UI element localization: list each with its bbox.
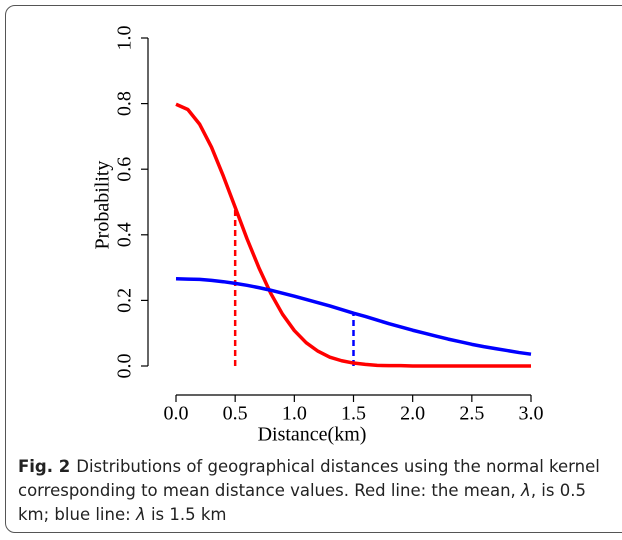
y-tick-label: 0.4 xyxy=(114,222,136,247)
x-tick-label: 2.0 xyxy=(400,403,425,425)
chart: Distance(km) Probability 0.0 0.5 1.0 1.5 2.0… xyxy=(92,26,544,446)
line-series xyxy=(175,277,532,356)
x-tick-label: 0.5 xyxy=(223,403,248,425)
x-tick-label: 3.0 xyxy=(519,403,544,425)
y-tick-label: 0.0 xyxy=(114,354,136,379)
caption-text: , is 0.5 km; blue line: xyxy=(18,481,586,524)
y-tick-label: 0.6 xyxy=(114,157,136,182)
x-axis-label: Distance(km) xyxy=(258,424,367,446)
x-tick-label: 0.0 xyxy=(164,403,189,425)
caption-text: Distributions of geographical distances … xyxy=(18,457,600,500)
figure-frame xyxy=(5,5,622,533)
x-tick-label: 1.0 xyxy=(282,403,307,425)
x-tick-label: 1.5 xyxy=(341,403,366,425)
y-tick-label: 1.0 xyxy=(114,26,136,51)
caption: Fig. 2 Distributions of geographical dist… xyxy=(18,455,616,527)
y-axis-label: Probability xyxy=(92,161,114,250)
y-tick-label: 0.8 xyxy=(114,91,136,116)
caption-symbol: λ xyxy=(521,481,531,500)
y-tick-label: 0.2 xyxy=(114,288,136,313)
caption-label: Fig. 2 xyxy=(18,457,71,476)
caption-text: is 1.5 km xyxy=(145,505,227,524)
x-tick-label: 2.5 xyxy=(459,403,484,425)
caption-symbol: λ xyxy=(135,505,146,524)
line-series xyxy=(175,102,531,368)
